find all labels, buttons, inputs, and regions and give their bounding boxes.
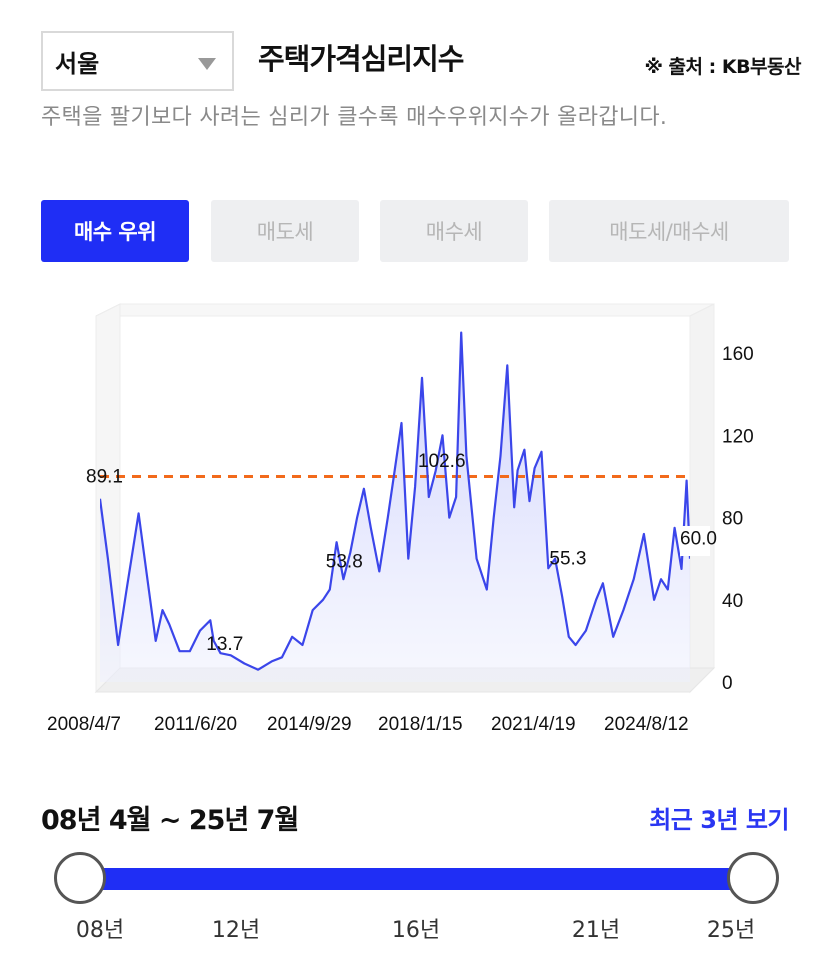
y-tick-label: 0 bbox=[722, 673, 733, 694]
series-line bbox=[100, 331, 690, 671]
data-labels: 89.1 13.7 53.8 102.6 55.3 60.0 bbox=[86, 451, 717, 655]
y-tick-label: 160 bbox=[722, 344, 754, 365]
y-tick-label: 80 bbox=[722, 509, 743, 530]
recent-3-years-link[interactable]: 최근 3년 보기 bbox=[649, 806, 789, 834]
series-area bbox=[100, 332, 690, 682]
x-axis: 2008/4/7 2011/6/20 2014/9/29 2018/1/15 2021/… bbox=[47, 714, 689, 735]
x-tick-label: 2014/9/29 bbox=[267, 714, 352, 735]
tab-sell[interactable]: 매도세 bbox=[211, 200, 359, 262]
region-select[interactable]: 서울 bbox=[41, 31, 234, 91]
data-label: 53.8 bbox=[326, 551, 363, 572]
page-description: 주택을 팔기보다 사려는 심리가 클수록 매수우위지수가 올라갑니다. bbox=[41, 105, 668, 130]
tab-sell-buy[interactable]: 매도세/매수세 bbox=[549, 200, 789, 262]
range-slider-end-handle[interactable] bbox=[727, 852, 779, 904]
tab-buy-dominance[interactable]: 매수 우위 bbox=[41, 200, 189, 262]
page-title: 주택가격심리지수 bbox=[258, 42, 464, 76]
range-slider-track[interactable] bbox=[80, 868, 754, 890]
x-tick-label: 2011/6/20 bbox=[154, 714, 237, 735]
data-label: 13.7 bbox=[206, 634, 243, 655]
year-tick-label: 16년 bbox=[391, 918, 441, 943]
year-tick-label: 08년 bbox=[75, 918, 125, 943]
label-mask bbox=[680, 526, 710, 556]
x-tick-label: 2018/1/15 bbox=[378, 714, 463, 735]
y-axis: 0 40 80 120 160 bbox=[722, 344, 754, 694]
region-select-value: 서울 bbox=[55, 49, 100, 78]
x-tick-label: 2021/4/19 bbox=[491, 714, 576, 735]
data-label: 102.6 bbox=[418, 451, 466, 472]
x-tick-label: 2024/8/12 bbox=[604, 714, 689, 735]
data-label: 55.3 bbox=[549, 548, 586, 569]
year-tick-label: 12년 bbox=[211, 918, 261, 943]
source-note: ※ 출처 : KB부동산 bbox=[644, 56, 801, 78]
year-tick-label: 21년 bbox=[571, 918, 621, 943]
plot-area bbox=[100, 331, 690, 682]
range-slider-start-handle[interactable] bbox=[54, 852, 106, 904]
y-tick-label: 40 bbox=[722, 591, 743, 612]
chevron-down-icon bbox=[198, 58, 216, 70]
date-range-label: 08년 4월 ~ 25년 7월 bbox=[41, 805, 299, 836]
year-tick-label: 25년 bbox=[706, 918, 756, 943]
data-label: 60.0 bbox=[680, 529, 717, 550]
y-tick-label: 120 bbox=[722, 426, 754, 447]
data-label: 89.1 bbox=[86, 466, 123, 487]
x-tick-label: 2008/4/7 bbox=[47, 714, 121, 735]
tab-buy[interactable]: 매수세 bbox=[380, 200, 528, 262]
